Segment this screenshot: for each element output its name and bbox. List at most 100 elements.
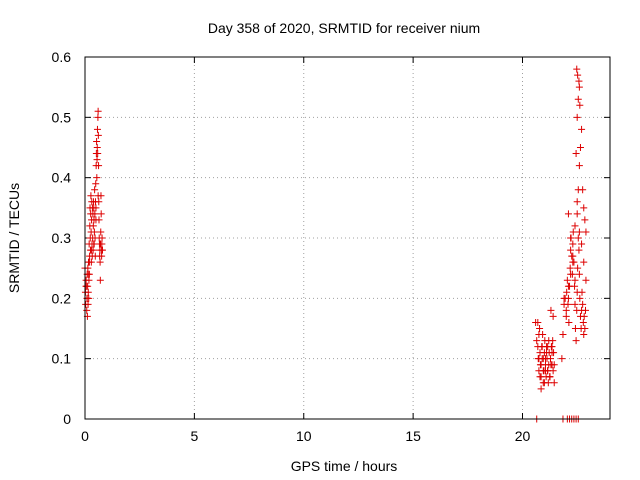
- data-point: [558, 355, 566, 363]
- data-point: [87, 192, 95, 200]
- data-point: [567, 270, 575, 278]
- data-point: [545, 337, 553, 345]
- data-point: [559, 331, 567, 339]
- data-point: [96, 258, 104, 266]
- data-point: [91, 210, 99, 218]
- data-point: [94, 150, 102, 158]
- data-point: [84, 264, 92, 272]
- data-point: [546, 373, 554, 381]
- data-point: [547, 306, 555, 314]
- data-point: [85, 276, 93, 284]
- data-point: [94, 107, 102, 115]
- data-point: [576, 144, 584, 151]
- data-point: [541, 367, 549, 375]
- data-point: [564, 282, 572, 290]
- data-point: [94, 131, 102, 139]
- data-point: [581, 325, 589, 332]
- data-points: [81, 65, 590, 423]
- data-point: [98, 252, 106, 260]
- data-point: [575, 77, 583, 85]
- data-point: [92, 204, 100, 212]
- data-point: [571, 300, 579, 308]
- data-point: [99, 246, 106, 254]
- data-point: [567, 246, 575, 254]
- data-point: [573, 65, 581, 73]
- data-point: [83, 306, 91, 314]
- data-point: [93, 137, 101, 145]
- data-point: [573, 210, 581, 218]
- data-point: [92, 216, 100, 224]
- y-tick-label: 0.4: [52, 170, 72, 186]
- data-point: [575, 246, 583, 254]
- data-point: [85, 258, 93, 266]
- data-point: [94, 113, 102, 121]
- data-point: [549, 312, 557, 320]
- data-point: [579, 318, 587, 326]
- data-point: [576, 101, 584, 109]
- data-point: [580, 258, 588, 266]
- data-point: [563, 276, 571, 284]
- data-point: [97, 228, 105, 236]
- data-point: [548, 349, 556, 357]
- data-point: [84, 300, 92, 308]
- data-point: [575, 162, 583, 170]
- data-point: [96, 276, 104, 284]
- data-point: [580, 204, 588, 212]
- data-point: [550, 379, 558, 387]
- data-point: [581, 216, 589, 224]
- data-point: [580, 331, 588, 339]
- data-point: [574, 264, 582, 272]
- data-point: [549, 367, 557, 375]
- data-point: [534, 318, 542, 326]
- data-point: [564, 210, 572, 218]
- data-point: [536, 373, 544, 381]
- data-point: [569, 240, 577, 248]
- data-point: [560, 294, 568, 302]
- data-point: [96, 240, 104, 248]
- data-point: [582, 276, 590, 284]
- data-point: [571, 222, 579, 230]
- data-point: [575, 270, 583, 278]
- data-point: [575, 83, 583, 91]
- data-point: [572, 150, 580, 158]
- data-point: [562, 312, 570, 320]
- data-point: [94, 192, 102, 200]
- data-point: [95, 198, 103, 206]
- data-point: [575, 228, 583, 236]
- data-point: [92, 180, 100, 188]
- data-point: [578, 240, 586, 248]
- data-point: [89, 222, 97, 230]
- x-tick-label: 20: [515, 428, 531, 444]
- data-point: [580, 312, 588, 320]
- data-point: [544, 343, 552, 351]
- data-point: [582, 306, 589, 314]
- data-point: [537, 385, 545, 393]
- data-point: [571, 276, 579, 284]
- data-point: [582, 228, 590, 236]
- y-tick-label: 0: [63, 411, 71, 427]
- data-point: [574, 71, 582, 79]
- data-point: [93, 125, 101, 133]
- data-point: [573, 198, 581, 206]
- data-point: [579, 186, 587, 194]
- y-tick-label: 0.6: [52, 49, 72, 65]
- data-point: [566, 264, 574, 272]
- axis-ticks: 0 5 10 15 20 0 0.1 0.2 0.3 0.4 0.5 0.6: [52, 49, 610, 444]
- data-point: [93, 144, 101, 151]
- x-tick-label: 15: [405, 428, 421, 444]
- data-point: [84, 270, 92, 278]
- y-tick-label: 0.3: [52, 230, 72, 246]
- y-tick-label: 0.5: [52, 109, 72, 125]
- data-point: [563, 288, 571, 296]
- data-point: [572, 337, 580, 345]
- y-tick-label: 0.2: [52, 290, 72, 306]
- data-point: [562, 306, 570, 314]
- data-point: [533, 337, 541, 345]
- data-point: [578, 125, 586, 133]
- data-point: [536, 325, 544, 332]
- data-point: [91, 186, 99, 194]
- data-point: [93, 174, 101, 182]
- data-point: [569, 228, 577, 236]
- data-point: [95, 162, 103, 170]
